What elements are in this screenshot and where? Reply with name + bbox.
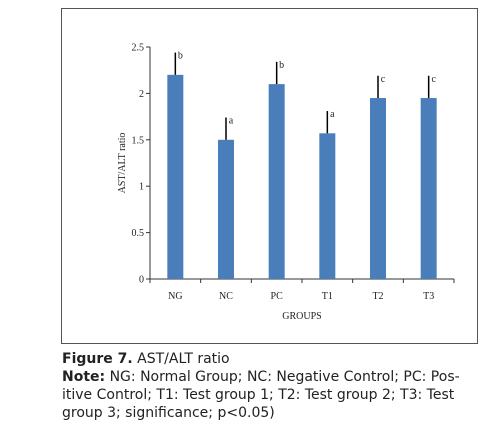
significance-label-ng: b xyxy=(178,51,183,62)
figure-title: AST/ALT ratio xyxy=(132,351,230,367)
y-tick-label: 1.5 xyxy=(132,135,145,146)
y-tick-label: 0.5 xyxy=(132,228,145,239)
bar-t1 xyxy=(319,133,336,279)
x-tick-label-t3: T3 xyxy=(423,291,434,302)
note-text-1: NG: Normal Group; NC: Negative Control; … xyxy=(105,369,460,385)
note-label: Note: xyxy=(62,369,106,385)
bar-chart: 0 0.5 1 1.5 2 2.5 AST/ALT ratio b NG a NC b PC a T1 c T2… xyxy=(117,43,455,322)
y-axis-title: AST/ALT ratio xyxy=(117,133,128,194)
y-tick-label: 1 xyxy=(139,182,144,193)
x-tick-label-ng: NG xyxy=(168,291,182,302)
bar-nc xyxy=(218,139,234,279)
bar-pc xyxy=(268,84,285,280)
significance-label-pc: b xyxy=(279,60,284,71)
x-tick-label-pc: PC xyxy=(271,291,284,302)
significance-label-nc: a xyxy=(229,116,234,127)
caption-note-line-3: group 3; significance; p<0.05) xyxy=(62,405,275,421)
caption-title-line: Figure 7. AST/ALT ratio xyxy=(62,350,482,368)
x-tick-label-t2: T2 xyxy=(372,291,383,302)
y-tick-label: 0 xyxy=(139,275,144,286)
significance-label-t3: c xyxy=(431,74,436,85)
bar-t2 xyxy=(370,98,386,279)
figure-frame: 0 0.5 1 1.5 2 2.5 AST/ALT ratio b NG a NC b PC a T1 c T2… xyxy=(61,8,478,344)
significance-label-t1: a xyxy=(330,109,335,120)
x-tick-label-nc: NC xyxy=(219,291,233,302)
y-tick-label: 2.5 xyxy=(132,43,145,54)
caption-note-line-1: Note: NG: Normal Group; NC: Negative Con… xyxy=(62,368,482,386)
x-axis-title: GROUPS xyxy=(282,311,321,322)
figure-caption: Figure 7. AST/ALT ratio Note: NG: Normal… xyxy=(62,350,482,422)
significance-label-t2: c xyxy=(381,74,386,85)
bar-ng xyxy=(167,74,184,279)
x-tick-label-t1: T1 xyxy=(322,291,333,302)
y-tick-label: 2 xyxy=(139,89,144,100)
caption-note-line-2: itive Control; T1: Test group 1; T2: Tes… xyxy=(62,387,455,403)
figure-label: Figure 7. xyxy=(62,351,133,367)
bar-t3 xyxy=(420,98,437,279)
